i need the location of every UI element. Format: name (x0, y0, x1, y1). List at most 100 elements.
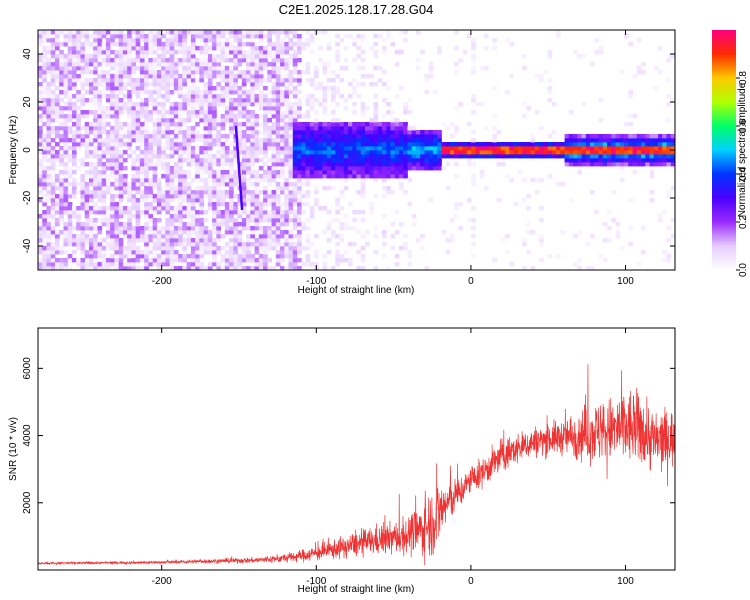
spectrogram-x-tick-label: 100 (617, 276, 634, 287)
spectrogram-cell (97, 206, 103, 211)
spectrogram-cell (513, 142, 519, 147)
spectrogram-cell (394, 142, 400, 147)
spectrogram-cell (165, 146, 171, 151)
spectrogram-cell (394, 154, 400, 159)
spectrogram-cell (207, 30, 213, 35)
spectrogram-cell (254, 246, 260, 251)
spectrogram-cell (59, 162, 64, 167)
spectrogram-cell (352, 210, 357, 215)
spectrogram-cell (309, 38, 315, 43)
spectrogram-cell (381, 122, 387, 127)
spectrogram-cell (42, 54, 47, 59)
spectrogram-cell (71, 158, 77, 163)
spectrogram-cell (156, 122, 162, 127)
spectrogram-cell (658, 46, 663, 51)
spectrogram-cell (63, 174, 69, 179)
spectrogram-cell (139, 190, 145, 195)
spectrogram-cell (564, 146, 570, 151)
spectrogram-cell (84, 30, 90, 35)
spectrogram-cell (305, 114, 311, 119)
spectrogram-cell (101, 58, 107, 63)
spectrogram-cell (322, 138, 328, 143)
spectrogram-cell (267, 134, 272, 139)
spectrogram-cell (331, 94, 336, 99)
spectrogram-cell (454, 206, 459, 211)
spectrogram-cell (288, 158, 294, 163)
spectrogram-cell (407, 110, 413, 115)
spectrogram-cell (169, 246, 175, 251)
spectrogram-cell (432, 146, 438, 151)
spectrogram-cell (437, 130, 442, 135)
spectrogram-cell (88, 190, 94, 195)
spectrogram-cell (398, 86, 404, 91)
spectrogram-cell (241, 146, 247, 151)
spectrogram-cell (46, 150, 52, 155)
spectrogram-cell (530, 266, 536, 270)
spectrogram-cell (93, 82, 98, 87)
spectrogram-cell (173, 242, 179, 247)
spectrogram-cell (424, 158, 430, 163)
spectrogram-cell (199, 106, 205, 111)
spectrogram-cell (386, 162, 391, 167)
spectrogram-cell (80, 66, 86, 71)
spectrogram-cell (360, 134, 366, 139)
spectrogram-cell (207, 202, 213, 207)
spectrogram-cell (297, 230, 302, 235)
spectrogram-cell (46, 130, 52, 135)
spectrogram-cell (207, 138, 213, 143)
spectrogram-cell (118, 142, 124, 147)
spectrogram-cell (284, 194, 289, 199)
spectrogram-cell (305, 258, 311, 263)
spectrogram-cell (229, 218, 234, 223)
spectrogram-cell (186, 94, 192, 99)
spectrogram-cell (195, 186, 200, 191)
spectrogram-cell (105, 162, 111, 167)
spectrogram-cell (165, 234, 171, 239)
spectrogram-cell (233, 58, 238, 63)
spectrogram-cell (212, 114, 217, 119)
spectrogram-cell (80, 250, 86, 255)
spectrogram-cell (101, 78, 107, 83)
spectrogram-cell (373, 118, 379, 123)
spectrogram-cell (144, 210, 149, 215)
spectrogram-cell (237, 230, 243, 235)
spectrogram-cell (628, 42, 633, 47)
spectrogram-cell (127, 250, 132, 255)
spectrogram-cell (275, 174, 281, 179)
spectrogram-cell (148, 202, 154, 207)
spectrogram-cell (297, 114, 302, 119)
spectrogram-cell (275, 58, 281, 63)
spectrogram-cell (322, 30, 328, 35)
spectrogram-cell (636, 146, 642, 151)
spectrogram-cell (271, 138, 277, 143)
spectrogram-cell (169, 118, 175, 123)
spectrogram-cell (645, 162, 650, 167)
spectrogram-cell (203, 154, 209, 159)
spectrogram-cell (284, 30, 289, 35)
spectrogram-cell (169, 254, 175, 259)
spectrogram-cell (131, 246, 137, 251)
spectrogram-cell (63, 166, 69, 171)
spectrogram-cell (335, 122, 340, 127)
spectrogram-cell (88, 206, 94, 211)
spectrogram-cell (343, 250, 349, 255)
spectrogram-cell (97, 250, 103, 255)
spectrogram-cell (135, 34, 141, 39)
spectrogram-cell (348, 94, 353, 99)
spectrogram-cell (195, 78, 200, 83)
spectrogram-cell (653, 162, 659, 167)
spectrogram-cell (441, 150, 447, 155)
spectrogram-cell (122, 38, 128, 43)
spectrogram-cell (237, 222, 243, 227)
spectrogram-cell (161, 98, 166, 103)
spectrogram-cell (288, 262, 294, 267)
spectrogram-cell (186, 146, 192, 151)
spectrogram-cell (386, 170, 391, 175)
spectrogram-cell (84, 226, 90, 231)
spectrogram-cell (407, 150, 413, 155)
spectrogram-cell (258, 98, 264, 103)
spectrogram-cell (628, 94, 633, 99)
spectrogram-cell (182, 122, 188, 127)
spectrogram-cell (233, 158, 238, 163)
spectrogram-cell (314, 146, 319, 151)
